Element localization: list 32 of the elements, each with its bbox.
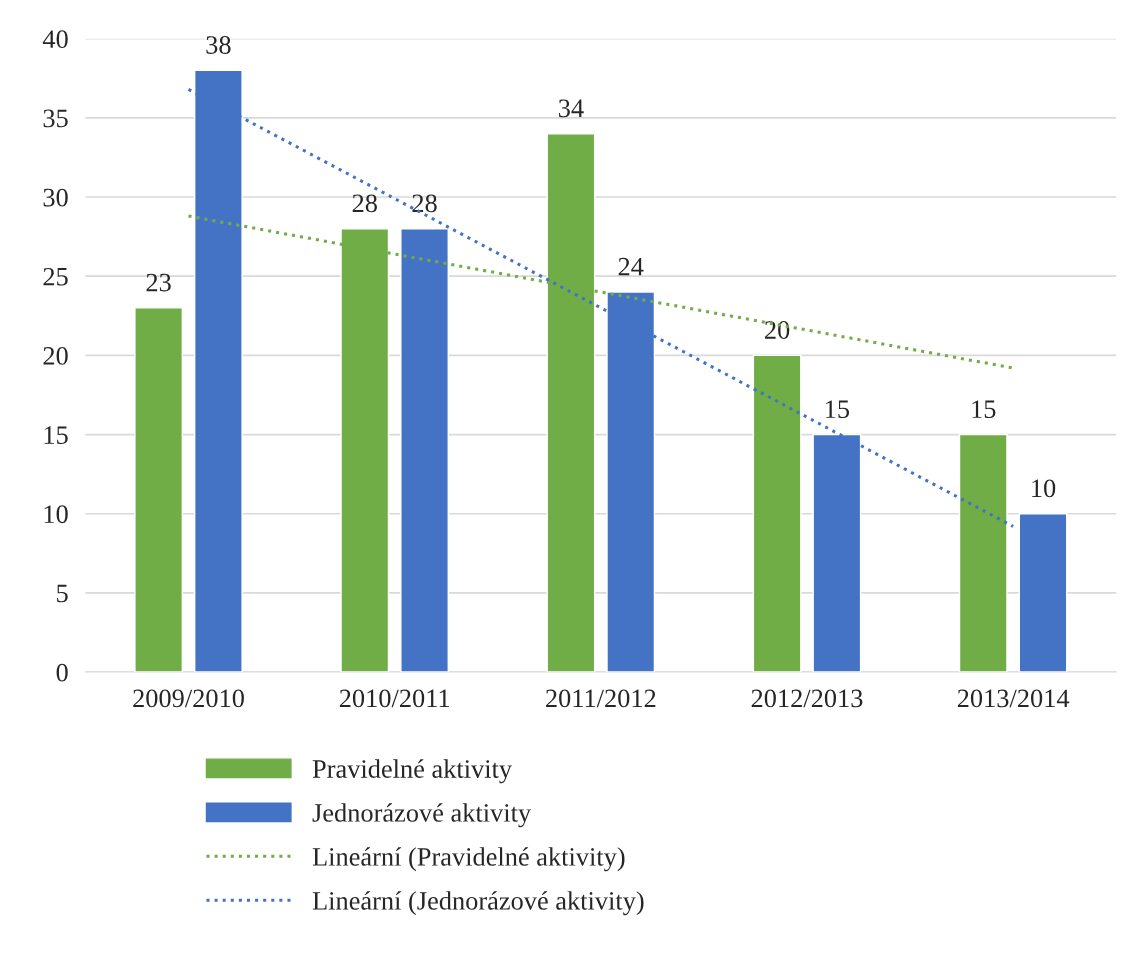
y-tick-label: 40 [42, 30, 68, 49]
data-label: 38 [206, 36, 231, 54]
x-tick-label: 2009/2010 [133, 689, 244, 708]
x-tick-label: 2012/2013 [751, 689, 863, 708]
legend-label: Lineární (Pravidelné aktivity) [312, 847, 625, 872]
data-label: 15 [826, 400, 850, 419]
y-tick-label: 25 [43, 267, 68, 286]
legend-label: Lineární (Jednorázové aktivity) [312, 891, 644, 916]
data-label: 24 [618, 257, 644, 276]
data-label: 34 [559, 99, 584, 118]
data-label: 28 [412, 194, 437, 213]
bar [752, 354, 802, 673]
y-tick-label: 5 [57, 584, 68, 603]
y-tick-label: 35 [43, 109, 68, 128]
legend-label: Jednorázové aktivity [312, 803, 532, 828]
data-label: 20 [765, 321, 790, 339]
y-tick-label: 15 [44, 426, 68, 444]
y-tick-label: 10 [44, 505, 68, 524]
bar [958, 433, 1008, 673]
y-tick-label: 30 [43, 188, 68, 207]
data-label: 15 [972, 400, 996, 419]
x-tick-label: 2013/2014 [957, 689, 1070, 708]
bar [1018, 513, 1068, 673]
x-tick-label: 2010/2011 [339, 689, 450, 708]
y-tick-label: 20 [43, 346, 68, 365]
data-label: 23 [146, 273, 171, 292]
y-tick-label: 0 [56, 663, 68, 682]
x-tick-label: 2011/2012 [546, 689, 656, 708]
data-label: 28 [352, 194, 377, 213]
bar [134, 307, 184, 673]
data-label: 10 [1032, 479, 1056, 498]
legend-label: Pravidelné aktivity [312, 759, 512, 784]
